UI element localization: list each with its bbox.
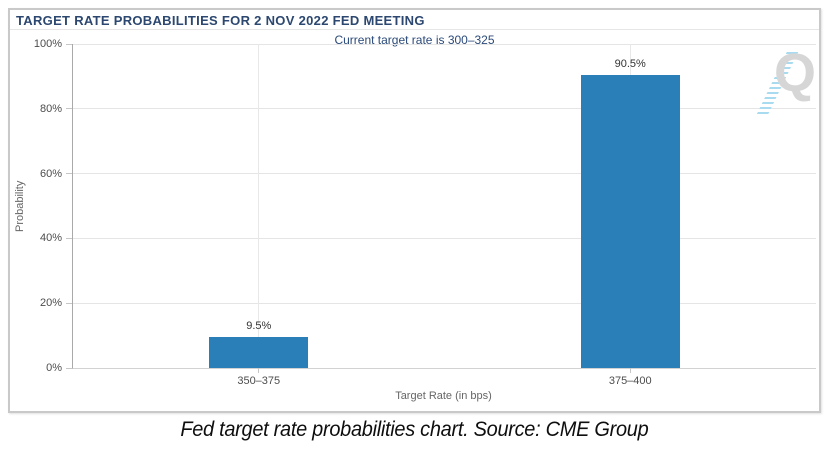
y-gridline [73, 237, 816, 239]
y-tick-mark [66, 237, 72, 239]
y-gridline [73, 108, 816, 110]
bar [209, 337, 309, 368]
y-tick-label: 100% [33, 38, 62, 50]
watermark-q-logo-icon: Q [774, 43, 817, 103]
y-gridline [73, 173, 816, 175]
y-tick-mark [66, 173, 72, 175]
y-tick-mark [66, 302, 72, 304]
y-tick-label: 0% [46, 362, 62, 374]
figure-caption-text: Fed target rate probabilities chart. Sou… [179, 418, 649, 441]
x-tick-label: 350–375 [237, 375, 281, 387]
bar [580, 74, 680, 368]
x-tick-mark [629, 368, 631, 373]
plot-area: 0% 20% 40% 60% 80% 100% 9.5% 350–375 90.5% 375–40… [34, 38, 816, 387]
figure-caption: Fed target rate probabilities chart. Sou… [0, 418, 828, 442]
chart-title: TARGET RATE PROBABILITIES FOR 2 NOV 2022… [16, 13, 425, 28]
y-tick-mark [66, 43, 72, 45]
y-tick-label: 60% [39, 167, 62, 180]
y-tick-label: 80% [39, 102, 62, 115]
y-gridline [73, 302, 816, 304]
bar-value-label: 9.5% [246, 320, 272, 333]
y-axis-title: Probability [14, 180, 26, 232]
bar-value-label: 90.5% [614, 57, 646, 70]
y-tick-label: 20% [39, 297, 62, 310]
category-gridline [258, 44, 260, 368]
y-tick-mark [66, 367, 72, 369]
y-tick-label: 40% [39, 232, 62, 245]
chart-panel: TARGET RATE PROBABILITIES FOR 2 NOV 2022… [8, 8, 821, 413]
x-tick-label: 375–400 [608, 375, 652, 387]
y-tick-mark [66, 108, 72, 110]
x-tick-mark [258, 368, 260, 373]
y-gridline [73, 43, 816, 45]
x-axis-title: Target Rate (in bps) [395, 390, 492, 402]
watermark: Q [752, 46, 818, 118]
title-divider [10, 29, 819, 30]
